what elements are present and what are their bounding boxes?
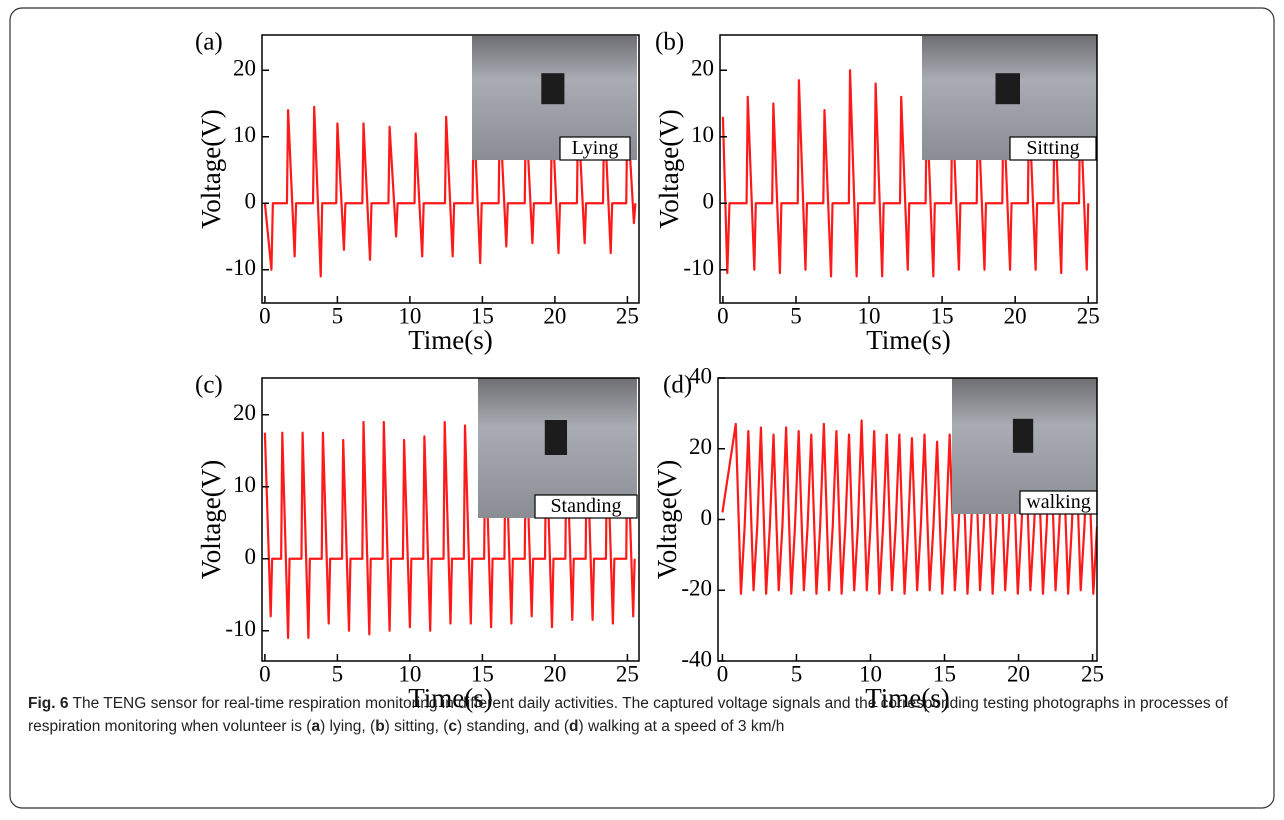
inset-photo-detail [545,420,567,455]
y-tick-label: 10 [691,122,714,147]
x-tick-label: 25 [1081,661,1104,686]
x-tick-label: 25 [616,303,639,328]
caption-text: ) walking at a speed of 3 km/h [579,718,785,735]
y-tick-label: -10 [683,255,714,280]
x-tick-label: 0 [717,661,729,686]
panel-label: (c) [195,372,223,399]
x-axis-title: Time(s) [408,325,493,355]
inset-label: walking [1026,491,1090,513]
caption-text: ) standing, and ( [457,718,569,735]
inset-photo-detail [541,73,564,104]
x-tick-label: 20 [543,303,566,328]
y-tick-label: -10 [225,255,256,280]
x-tick-label: 25 [1077,303,1100,328]
inset-label: Sitting [1026,137,1079,159]
y-tick-label: 20 [691,56,714,81]
x-tick-label: 0 [259,661,271,686]
y-tick-label: -40 [681,646,712,671]
caption-text: ) lying, ( [320,718,375,735]
inset-photo-detail [1013,419,1033,453]
y-tick-label: -20 [681,576,712,601]
y-axis-title: Voltage(V) [652,460,682,579]
inset-label: Lying [572,137,619,159]
y-tick-label: 20 [689,434,712,459]
caption-text: ) sitting, ( [385,718,449,735]
x-tick-label: 20 [543,661,566,686]
caption-panel-letter: b [375,718,384,735]
x-tick-label: 5 [791,661,803,686]
y-tick-label: 0 [245,544,257,569]
caption-panel-letter: d [569,718,578,735]
y-tick-label: 40 [689,363,712,388]
y-tick-label: 10 [233,472,256,497]
y-tick-label: 20 [233,56,256,81]
panel-label: (a) [195,29,223,56]
y-tick-label: -10 [225,616,256,641]
y-axis-title: Voltage(V) [196,109,226,228]
caption-label: Fig. 6 [28,695,68,712]
x-tick-label: 5 [332,661,344,686]
y-axis-title: Voltage(V) [654,109,684,228]
y-tick-label: 20 [233,400,256,425]
caption-panel-letter: a [311,718,320,735]
y-tick-label: 0 [703,189,715,214]
caption-panel-letter: c [448,718,457,735]
inset-label: Standing [550,495,621,517]
figure-page: Lying0510152025-1001020Time(s)Voltage(V)… [0,0,1284,820]
x-tick-label: 25 [616,661,639,686]
caption: Fig. 6 The TENG sensor for real-time res… [28,692,1256,738]
x-tick-label: 0 [717,303,729,328]
panel-label: (b) [655,29,684,56]
y-tick-label: 0 [245,189,257,214]
x-tick-label: 5 [790,303,802,328]
x-tick-label: 20 [1007,661,1030,686]
y-tick-label: 10 [233,122,256,147]
x-tick-label: 20 [1004,303,1027,328]
panel-label: (d) [663,372,692,399]
inset-photo-detail [996,73,1021,104]
x-tick-label: 0 [259,303,271,328]
y-tick-label: 0 [701,505,713,530]
x-axis-title: Time(s) [866,325,951,355]
x-tick-label: 5 [332,303,344,328]
y-axis-title: Voltage(V) [196,460,226,579]
